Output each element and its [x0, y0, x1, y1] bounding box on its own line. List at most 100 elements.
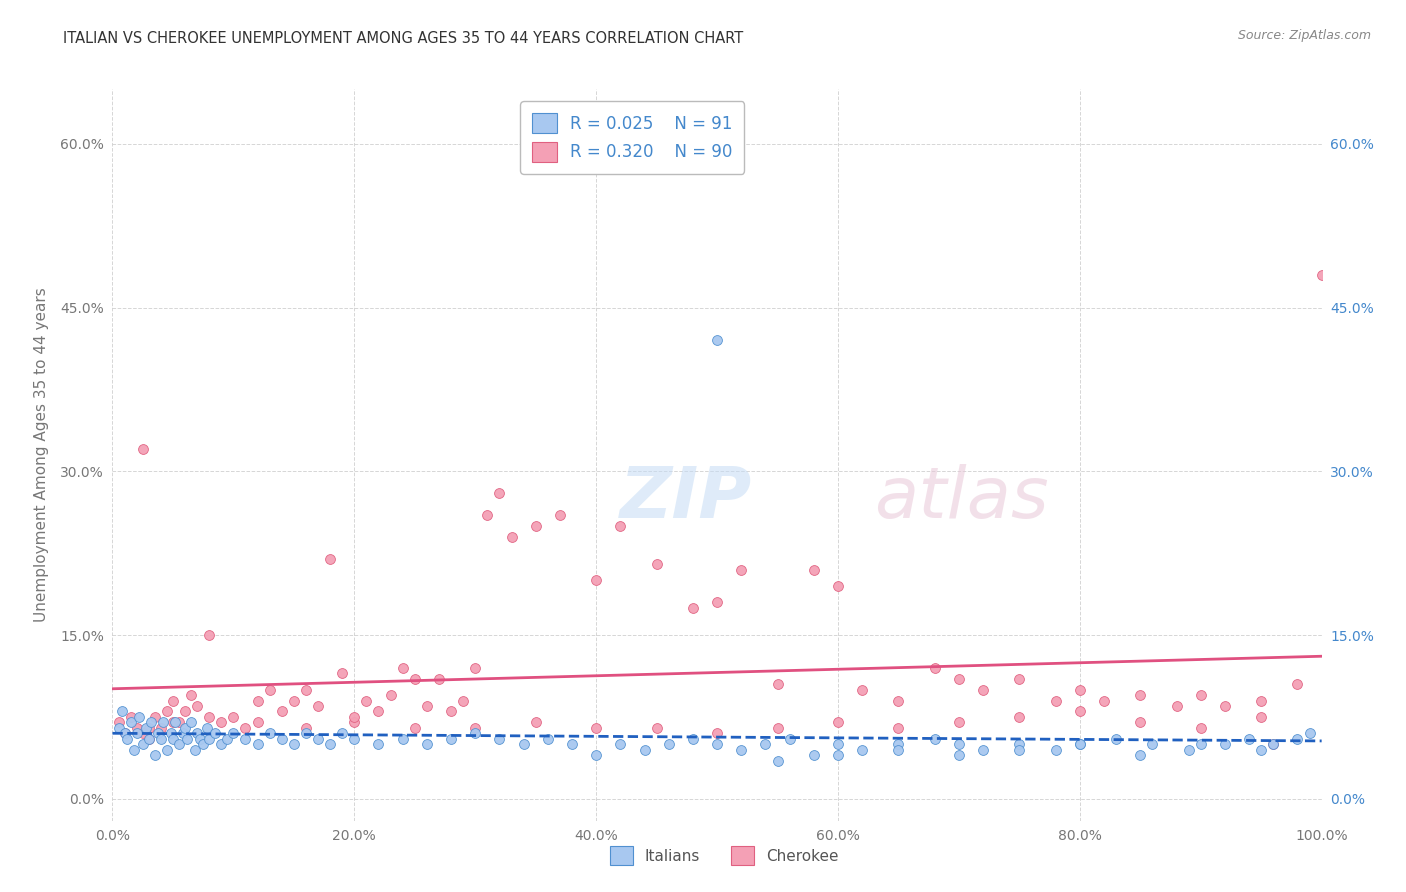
Point [645, 557, 668, 571]
Point [416, 698, 439, 713]
Point [1142, 737, 1164, 751]
Point [138, 721, 160, 735]
Point [488, 731, 510, 746]
Point [141, 715, 163, 730]
Point [1310, 268, 1333, 282]
Point [440, 731, 463, 746]
Point [730, 742, 752, 756]
Text: Source: ZipAtlas.com: Source: ZipAtlas.com [1237, 29, 1371, 42]
Point [295, 726, 318, 740]
Point [198, 710, 221, 724]
Point [972, 742, 994, 756]
Point [851, 682, 873, 697]
Point [730, 563, 752, 577]
Point [948, 672, 970, 686]
Point [682, 731, 704, 746]
Point [180, 688, 202, 702]
Point [464, 726, 486, 740]
Point [416, 737, 439, 751]
Point [180, 715, 202, 730]
Point [524, 715, 547, 730]
Point [115, 731, 138, 746]
Point [512, 737, 534, 751]
Point [887, 742, 910, 756]
Point [138, 731, 160, 746]
Point [283, 737, 305, 751]
Point [235, 721, 257, 735]
Point [645, 721, 668, 735]
Point [706, 737, 728, 751]
Point [156, 742, 179, 756]
Point [143, 710, 166, 724]
Point [125, 726, 148, 740]
Point [887, 721, 910, 735]
Point [1129, 748, 1152, 763]
Point [167, 715, 190, 730]
Point [209, 737, 232, 751]
Point [307, 698, 329, 713]
Point [319, 551, 342, 566]
Point [524, 519, 547, 533]
Point [1189, 721, 1212, 735]
Point [152, 715, 174, 730]
Point [887, 693, 910, 707]
Point [356, 693, 378, 707]
Legend: R = 0.025    N = 91, R = 0.320    N = 90: R = 0.025 N = 91, R = 0.320 N = 90 [520, 101, 744, 174]
Point [501, 530, 523, 544]
Point [159, 726, 181, 740]
Point [114, 726, 136, 740]
Point [827, 737, 849, 751]
Point [167, 737, 190, 751]
Point [827, 579, 849, 593]
Point [948, 715, 970, 730]
Point [222, 726, 245, 740]
Point [391, 731, 413, 746]
Point [246, 737, 269, 751]
Point [803, 748, 825, 763]
Point [851, 742, 873, 756]
Point [1213, 737, 1236, 751]
Point [1177, 742, 1199, 756]
Point [270, 705, 292, 719]
Point [148, 726, 170, 740]
Point [1166, 698, 1188, 713]
Point [259, 682, 281, 697]
Point [1189, 737, 1212, 751]
Point [259, 726, 281, 740]
Point [330, 726, 353, 740]
Point [107, 715, 129, 730]
Point [132, 442, 155, 457]
Point [633, 742, 655, 756]
Point [1263, 737, 1285, 751]
Point [222, 710, 245, 724]
Point [404, 721, 426, 735]
Point [149, 721, 172, 735]
Point [477, 508, 499, 522]
Point [1069, 682, 1091, 697]
Point [827, 748, 849, 763]
Point [198, 628, 221, 642]
Point [1129, 688, 1152, 702]
Point [766, 677, 789, 691]
Point [122, 742, 145, 756]
Point [1105, 731, 1128, 746]
Point [391, 661, 413, 675]
Point [1213, 698, 1236, 713]
Point [779, 731, 801, 746]
Point [451, 693, 474, 707]
Text: atlas: atlas [875, 465, 1049, 533]
Point [183, 742, 205, 756]
Point [143, 748, 166, 763]
Point [165, 715, 187, 730]
Point [186, 726, 208, 740]
Point [887, 737, 910, 751]
Point [766, 754, 789, 768]
Point [209, 715, 232, 730]
Point [488, 486, 510, 500]
Point [427, 672, 450, 686]
Point [195, 721, 218, 735]
Point [827, 715, 849, 730]
Point [128, 710, 150, 724]
Point [1286, 677, 1309, 691]
Point [537, 731, 560, 746]
